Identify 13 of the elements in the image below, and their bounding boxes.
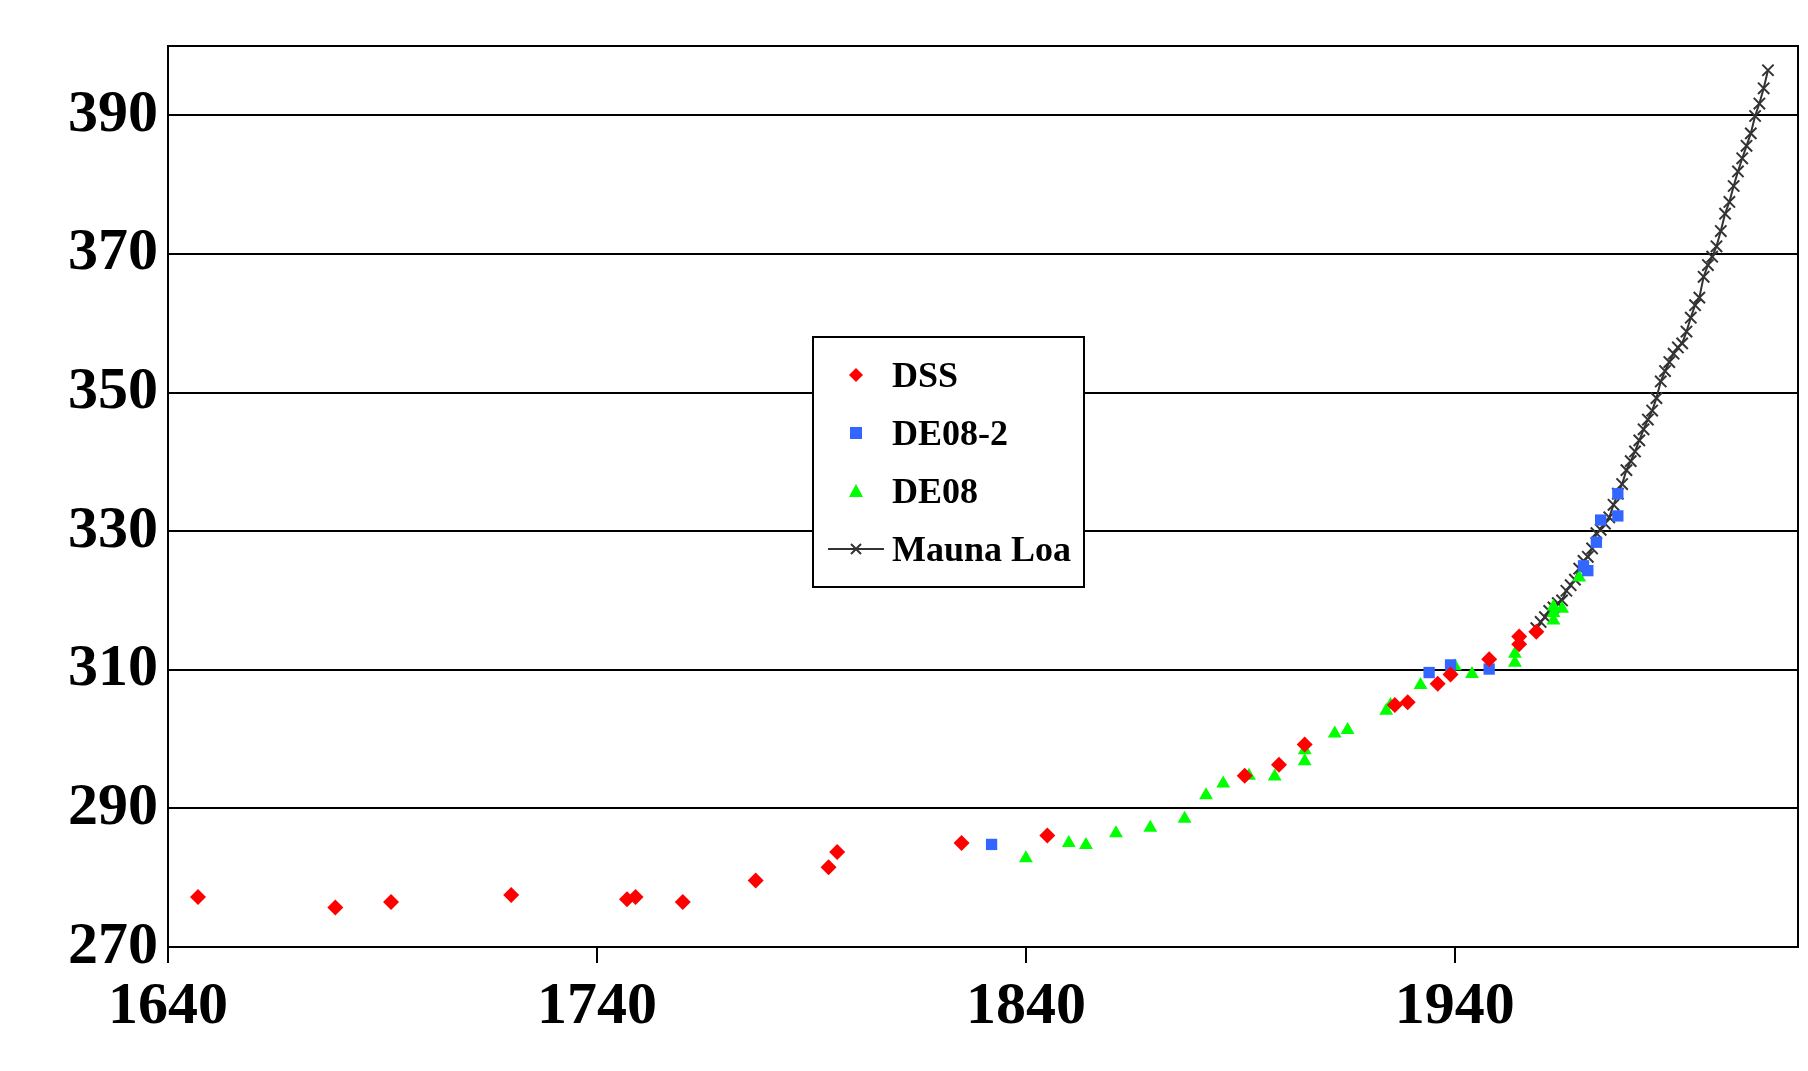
legend-label: DSS	[892, 354, 959, 396]
legend-label: Mauna Loa	[892, 528, 1072, 570]
y-tick-label: 310	[68, 632, 158, 699]
x-tick-label: 1740	[536, 969, 657, 1036]
legend-label: DE08	[892, 470, 979, 512]
x-tick-label: 1840	[965, 969, 1086, 1036]
x-tick-label: 1940	[1394, 969, 1515, 1036]
y-tick-label: 330	[68, 493, 158, 560]
y-tick-label: 390	[68, 77, 158, 144]
y-tick-label: 350	[68, 355, 158, 422]
y-tick-label: 290	[68, 770, 158, 837]
y-tick-label: 370	[68, 216, 158, 283]
legend-label: DE08-2	[892, 412, 1008, 454]
